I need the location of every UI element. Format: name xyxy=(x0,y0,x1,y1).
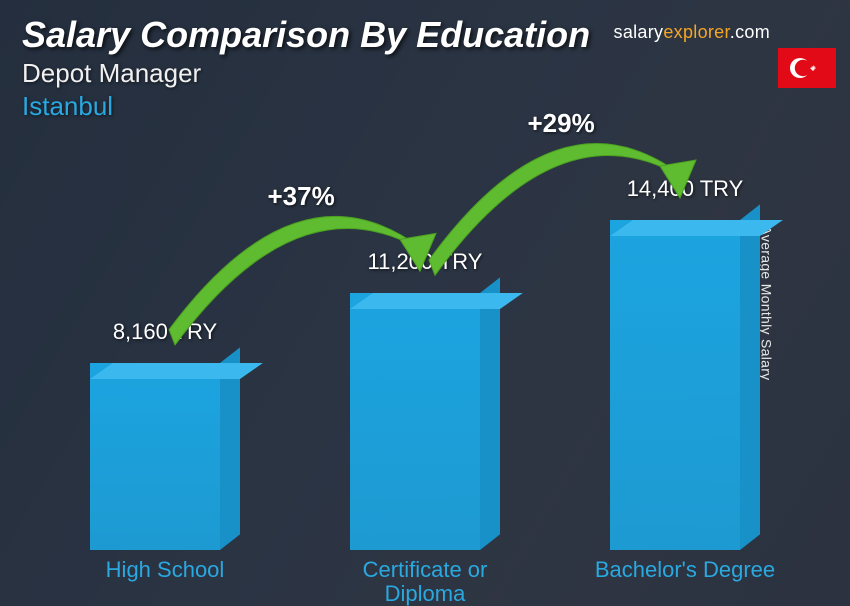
brand-part1: salary xyxy=(614,22,664,42)
brand-logo: salaryexplorer.com xyxy=(614,22,770,43)
bar-front xyxy=(610,220,740,550)
location: Istanbul xyxy=(22,91,830,122)
bar-side xyxy=(480,278,500,550)
header: Salary Comparison By Education Depot Man… xyxy=(0,0,850,122)
bar-value-label: 14,400 TRY xyxy=(610,176,760,202)
bar-2: 14,400 TRYBachelor's Degree xyxy=(610,220,760,550)
bar-side xyxy=(740,204,760,550)
increase-arc-label: +37% xyxy=(268,181,335,212)
bar-value-label: 8,160 TRY xyxy=(90,319,240,345)
bar-category-label: High School xyxy=(65,558,265,582)
bar-0: 8,160 TRYHigh School xyxy=(90,363,240,550)
job-title: Depot Manager xyxy=(22,58,830,89)
bar-front xyxy=(90,363,220,550)
bar-value-label: 11,200 TRY xyxy=(350,249,500,275)
salary-bar-chart: 8,160 TRYHigh School11,200 TRYCertificat… xyxy=(0,136,850,606)
increase-arc-label: +29% xyxy=(528,108,595,139)
bar-top xyxy=(90,363,263,379)
bar-category-label: Bachelor's Degree xyxy=(585,558,785,582)
bar-top xyxy=(610,220,783,236)
bar-top xyxy=(350,293,523,309)
bar-1: 11,200 TRYCertificate or Diploma xyxy=(350,293,500,550)
turkey-flag-icon xyxy=(778,48,836,88)
brand-part3: .com xyxy=(730,22,770,42)
brand-part2: explorer xyxy=(663,22,729,42)
bar-front xyxy=(350,293,480,550)
bar-category-label: Certificate or Diploma xyxy=(325,558,525,606)
